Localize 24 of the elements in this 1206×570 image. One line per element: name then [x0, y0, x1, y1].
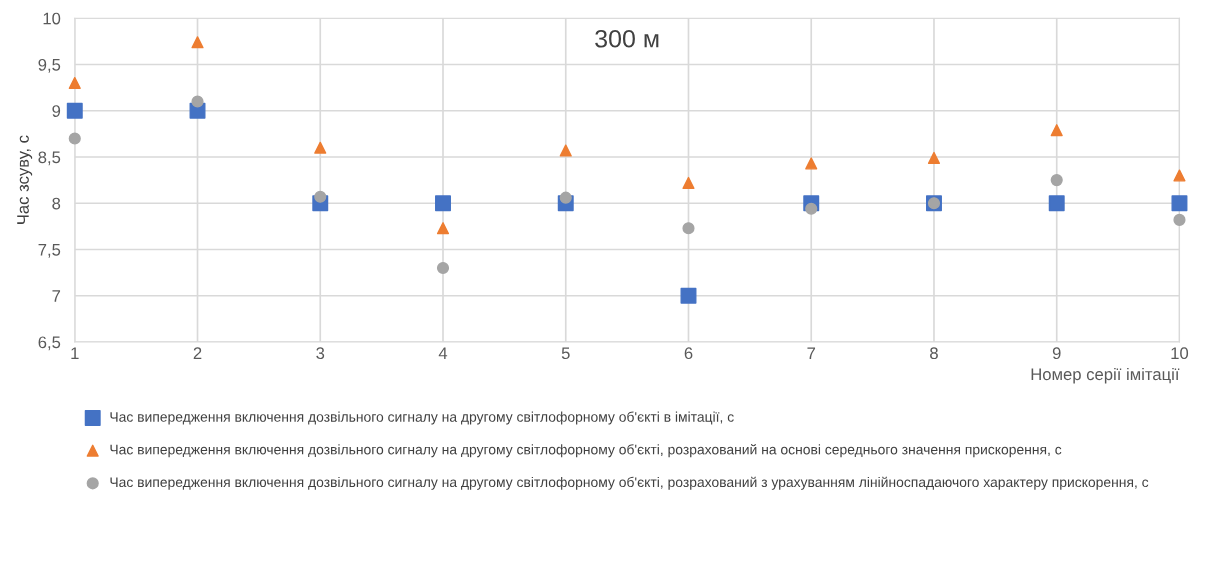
legend-label: Час випередження включення дозвільного сигналу на другому світлофорному об'єкті в імітації, с	[110, 411, 734, 425]
x-tick-label: 6	[684, 347, 693, 360]
y-tick-label: 10	[43, 12, 61, 25]
y-tick-label: 6,5	[38, 336, 61, 351]
x-axis-title: Номер серії імітації	[1031, 367, 1180, 384]
legend-label: Час випередження включення дозвільного сигналу на другому світлофорному об'єкті, розрахований на основі середнього значення прискорення, с	[110, 444, 1062, 458]
x-tick-label: 9	[1052, 347, 1061, 360]
x-tick-label: 3	[316, 347, 325, 360]
y-tick-label: 9	[52, 105, 61, 117]
y-tick-label: 7	[52, 290, 61, 302]
x-tick-label: 4	[438, 347, 448, 359]
y-tick-label: 7,5	[38, 244, 61, 258]
x-tick-label: 7	[807, 347, 816, 359]
legend-label: Час випередження включення дозвільного сигналу на другому світлофорному об'єкті, розрахований з урахуванням лінійноспадаючого характеру прискорення, с	[110, 476, 1149, 490]
y-axis-title: Час зсуву, с	[17, 135, 33, 224]
y-tick-label: 9,5	[38, 58, 61, 73]
x-tick-label: 5	[561, 347, 570, 360]
x-tick-label: 1	[71, 347, 79, 359]
y-tick-label: 8,5	[38, 151, 61, 166]
x-tick-label: 8	[930, 347, 938, 360]
y-tick-label: 8	[52, 197, 61, 210]
x-tick-label: 2	[193, 347, 202, 359]
annotation: 300 м	[595, 29, 659, 48]
x-tick-label: 10	[1171, 347, 1189, 360]
